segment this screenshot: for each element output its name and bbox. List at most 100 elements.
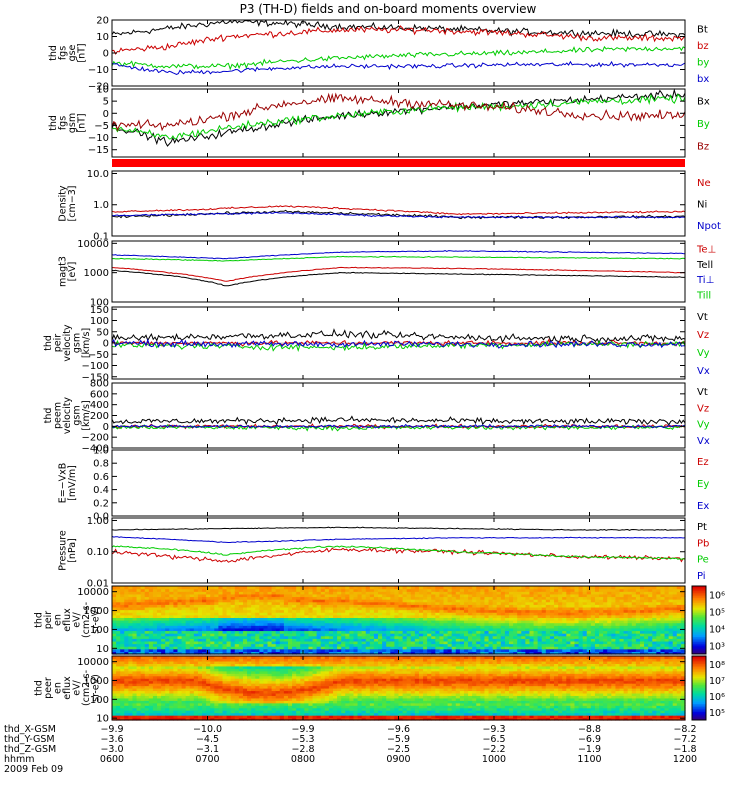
spectrogram-cell bbox=[525, 633, 531, 637]
spectrogram-cell bbox=[328, 606, 334, 611]
spectrogram-cell bbox=[635, 609, 641, 613]
spectrogram-cell bbox=[312, 609, 318, 613]
spectrogram-cell bbox=[222, 633, 228, 637]
spectrogram-cell bbox=[255, 609, 260, 613]
spectrogram-cell bbox=[206, 596, 211, 600]
spectrogram-cell bbox=[222, 604, 228, 608]
spectrogram-cell bbox=[279, 591, 285, 595]
spectrogram-cell bbox=[463, 625, 469, 629]
spectrogram-cell bbox=[492, 620, 498, 624]
spectrogram-cell bbox=[320, 620, 326, 624]
spectrogram-cell bbox=[541, 591, 547, 595]
spectrogram-cell bbox=[345, 586, 350, 590]
spectrogram-cell bbox=[341, 591, 346, 595]
spectrogram-cell bbox=[537, 601, 543, 605]
spectrogram-cell bbox=[140, 640, 146, 645]
spectrogram-cell bbox=[656, 648, 662, 652]
spectrogram-cell bbox=[128, 640, 134, 645]
spectrogram-cell bbox=[173, 638, 179, 642]
spectrogram-cell bbox=[214, 586, 220, 590]
spectrogram-cell bbox=[136, 633, 142, 637]
spectrogram-cell bbox=[320, 625, 326, 629]
spectrogram-cell bbox=[549, 596, 555, 600]
spectrogram-cell bbox=[398, 591, 404, 595]
spectrogram-cell bbox=[193, 700, 199, 704]
spectrogram-cell bbox=[410, 586, 416, 590]
spectrogram-cell bbox=[341, 630, 346, 634]
spectrogram-cell bbox=[112, 614, 117, 618]
spectrogram-cell bbox=[140, 612, 146, 616]
spectrogram-cell bbox=[214, 596, 220, 600]
spectrogram-cell bbox=[300, 643, 305, 647]
spectrogram-cell bbox=[529, 651, 535, 655]
spectrogram-cell bbox=[152, 617, 158, 621]
spectrogram-cell bbox=[349, 625, 355, 629]
spectrogram-cell bbox=[468, 599, 473, 603]
spectrogram-cell bbox=[619, 588, 625, 592]
spectrogram-cell bbox=[206, 695, 211, 699]
spectrogram-cell bbox=[648, 622, 653, 626]
spectrogram-cell bbox=[660, 633, 666, 637]
spectrogram-cell bbox=[451, 599, 457, 603]
spectrogram-cell bbox=[308, 640, 314, 645]
spectrogram-cell bbox=[283, 627, 289, 632]
spectrogram-cell bbox=[300, 617, 305, 621]
spectrogram-cell bbox=[173, 660, 179, 664]
spectrogram-cell bbox=[120, 586, 125, 590]
spectrogram-cell bbox=[255, 638, 260, 642]
spectrogram-cell bbox=[406, 620, 412, 624]
spectrogram-cell bbox=[242, 617, 248, 621]
spectrogram-cell bbox=[316, 620, 322, 624]
spectrogram-cell bbox=[222, 643, 228, 647]
spectrogram-cell bbox=[382, 591, 387, 595]
spectrogram-cell bbox=[173, 606, 179, 611]
spectrogram-cell bbox=[345, 593, 350, 598]
series-line-tell bbox=[111, 269, 686, 287]
spectrogram-cell bbox=[488, 638, 494, 642]
spectrogram-cell bbox=[316, 596, 322, 600]
spectrogram-cell bbox=[234, 710, 240, 714]
spectrogram-cell bbox=[247, 660, 252, 664]
spectrogram-cell bbox=[193, 638, 199, 642]
spectrogram-cell bbox=[418, 627, 424, 632]
spectrogram-cell bbox=[247, 658, 252, 662]
spectrogram-cell bbox=[296, 627, 301, 632]
spectrogram-cell bbox=[521, 638, 526, 642]
spectrogram-cell bbox=[189, 625, 195, 629]
spectrogram-cell bbox=[116, 643, 121, 647]
spectrogram-cell bbox=[558, 604, 563, 608]
spectrogram-cell bbox=[181, 599, 187, 603]
spectrogram-cell bbox=[451, 601, 457, 605]
spectrogram-cell bbox=[414, 627, 420, 632]
spectrogram-cell bbox=[214, 712, 220, 716]
spectrogram-cell bbox=[234, 612, 240, 616]
spectrogram-cell bbox=[627, 620, 633, 624]
spectrogram-cell bbox=[517, 617, 522, 621]
spectrogram-cell bbox=[509, 612, 514, 616]
spectrogram-cell bbox=[635, 646, 641, 650]
spectrogram-cell bbox=[189, 692, 195, 696]
spectrogram-cell bbox=[594, 625, 600, 629]
spectrogram-cell bbox=[648, 638, 653, 642]
spectrogram-cell bbox=[562, 638, 567, 642]
spectrogram-cell bbox=[476, 614, 481, 618]
spectrogram-cell bbox=[181, 593, 187, 598]
spectrogram-cell bbox=[590, 586, 596, 590]
spectrogram-cell bbox=[197, 705, 203, 709]
spectrogram-cell bbox=[238, 643, 244, 647]
spectrogram-cell bbox=[337, 614, 342, 618]
spectrogram-cell bbox=[410, 617, 416, 621]
series-line-npot bbox=[111, 211, 686, 219]
spectrogram-cell bbox=[120, 680, 125, 684]
spectrogram-cell bbox=[161, 673, 166, 677]
spectrogram-cell bbox=[230, 609, 236, 613]
spectrogram-cell bbox=[222, 648, 228, 652]
spectrogram-cell bbox=[214, 633, 220, 637]
spectrogram-cell bbox=[357, 601, 363, 605]
spectrogram-cell bbox=[402, 617, 408, 621]
spectrogram-cell bbox=[120, 635, 125, 639]
spectrogram-cell bbox=[255, 658, 260, 662]
spectrogram-cell bbox=[279, 609, 285, 613]
y-tick-label: 10 bbox=[96, 644, 109, 655]
spectrogram-cell bbox=[656, 606, 662, 611]
